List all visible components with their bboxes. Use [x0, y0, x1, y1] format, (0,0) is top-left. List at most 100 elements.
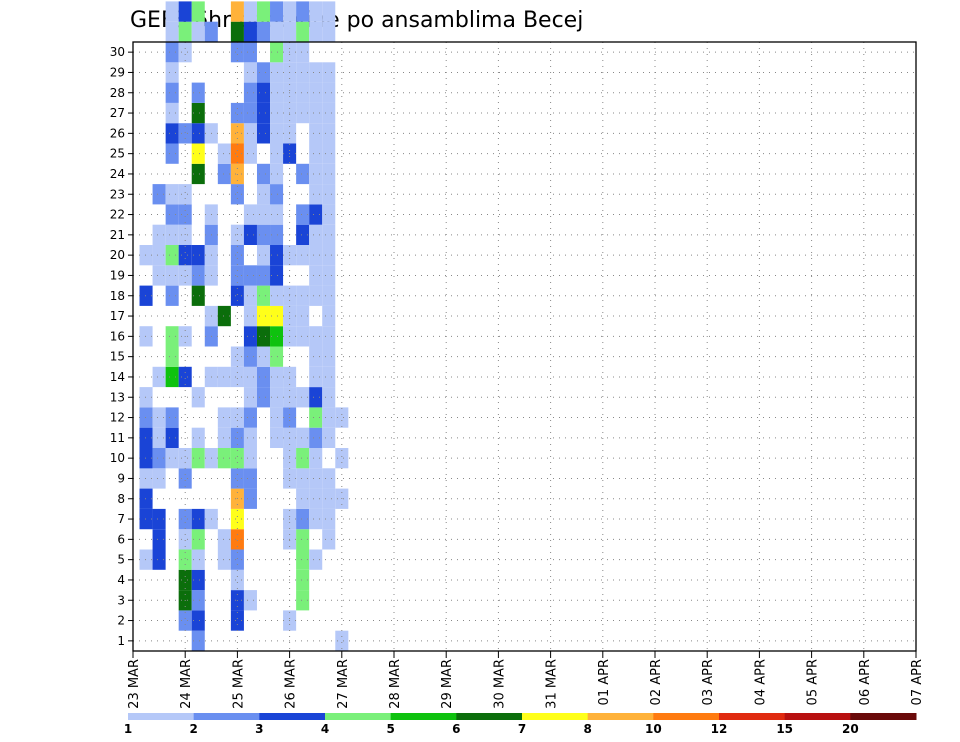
heatmap-cell	[243, 488, 257, 509]
heatmap-cell	[230, 163, 244, 185]
heatmap-cell	[322, 427, 336, 448]
heatmap-cell	[191, 387, 205, 408]
heatmap-cell	[296, 163, 310, 185]
x-tick-label: 31 MAR	[545, 659, 560, 709]
heatmap-cell	[322, 204, 336, 225]
heatmap-cell	[296, 387, 310, 408]
y-tick-label: 24	[110, 167, 125, 181]
heatmap-cell	[270, 42, 284, 63]
heatmap-cell	[322, 1, 336, 22]
heatmap-cell	[296, 1, 310, 22]
heatmap-cell	[335, 407, 349, 428]
heatmap-cell	[309, 1, 323, 22]
x-tick-label: 01 APR	[597, 659, 612, 705]
heatmap-cell	[165, 448, 179, 469]
heatmap-cell	[270, 82, 284, 103]
heatmap-cell	[178, 366, 192, 388]
heatmap-cell	[256, 346, 271, 367]
y-tick-label: 15	[110, 350, 125, 364]
heatmap-cell	[139, 468, 153, 489]
heatmap-cell	[309, 184, 323, 205]
colorbar-swatch	[128, 713, 195, 720]
heatmap-cell	[322, 163, 336, 185]
heatmap-cell	[165, 346, 179, 367]
y-tick-label: 2	[117, 614, 125, 628]
y-tick-label: 8	[117, 492, 125, 506]
heatmap-cell	[296, 448, 310, 469]
heatmap-cell	[322, 508, 336, 530]
heatmap-cell	[243, 123, 257, 144]
heatmap-cell	[152, 549, 166, 570]
colorbar-swatch	[719, 713, 786, 720]
heatmap-cell	[243, 468, 257, 489]
y-tick-label: 30	[110, 45, 125, 59]
heatmap-cell	[139, 326, 153, 347]
x-tick-label: 27 MAR	[336, 659, 351, 709]
heatmap-cell	[165, 62, 179, 83]
heatmap-cell	[309, 387, 323, 408]
heatmap-cell	[270, 102, 284, 124]
heatmap-cell	[165, 102, 179, 124]
heatmap-cell	[270, 305, 284, 327]
heatmap-cell	[152, 427, 166, 448]
y-tick-label: 25	[110, 147, 125, 161]
heatmap-cell	[178, 204, 192, 225]
heatmap-cell	[230, 265, 244, 286]
heatmap-cell	[165, 224, 179, 245]
colorbar-tick-label: 20	[842, 722, 859, 736]
heatmap-cell	[243, 346, 257, 367]
heatmap-cell	[152, 224, 166, 245]
heatmap-cell	[230, 569, 244, 591]
heatmap-cell	[243, 305, 257, 327]
heatmap-cell	[217, 366, 231, 388]
heatmap-cell	[178, 468, 192, 489]
heatmap-cell	[152, 468, 166, 489]
heatmap-cell	[322, 468, 336, 489]
y-tick-label: 11	[110, 431, 125, 445]
heatmap-cell	[296, 82, 310, 103]
heatmap-cell	[230, 508, 244, 530]
colorbar-swatch	[522, 713, 589, 720]
y-tick-label: 26	[110, 126, 125, 140]
heatmap-cell	[230, 346, 244, 367]
heatmap-cell	[191, 508, 205, 530]
heatmap-cell	[204, 21, 218, 42]
heatmap-cell	[243, 285, 257, 306]
heatmap-cell	[256, 163, 271, 185]
heatmap-cell	[178, 549, 192, 570]
heatmap-cell	[322, 21, 336, 42]
heatmap-cell	[217, 305, 231, 327]
heatmap-cell	[165, 204, 179, 225]
colorbar-swatch	[193, 713, 260, 720]
heatmap-cell	[243, 427, 257, 448]
heatmap-cell	[309, 143, 323, 164]
heatmap-cell	[191, 123, 205, 144]
heatmap-cell	[322, 245, 336, 266]
heatmap-cell	[256, 184, 271, 205]
heatmap-cell	[296, 508, 310, 530]
y-tick-label: 13	[110, 390, 125, 404]
heatmap-cell	[270, 265, 284, 286]
heatmap-cell	[296, 427, 310, 448]
heatmap-cell	[256, 245, 271, 266]
heatmap-cell	[139, 508, 153, 530]
heatmap-cell	[309, 285, 323, 306]
heatmap-cell	[230, 529, 244, 550]
heatmap-cell	[296, 488, 310, 509]
heatmap-cell	[230, 366, 244, 388]
heatmap-cell	[178, 245, 192, 266]
heatmap-cell	[322, 184, 336, 205]
heatmap-cell	[191, 21, 205, 42]
heatmap-cell	[322, 346, 336, 367]
heatmap-cell	[296, 529, 310, 550]
heatmap-cell	[139, 387, 153, 408]
y-tick-label: 21	[110, 228, 125, 242]
heatmap-cell	[217, 407, 231, 428]
heatmap-cell	[165, 285, 179, 306]
colorbar-tick-label: 5	[386, 722, 394, 736]
heatmap-cell	[243, 102, 257, 124]
heatmap-cell	[309, 366, 323, 388]
heatmap-cell	[243, 387, 257, 408]
heatmap-cell	[191, 630, 205, 651]
y-tick-label: 17	[110, 309, 125, 323]
